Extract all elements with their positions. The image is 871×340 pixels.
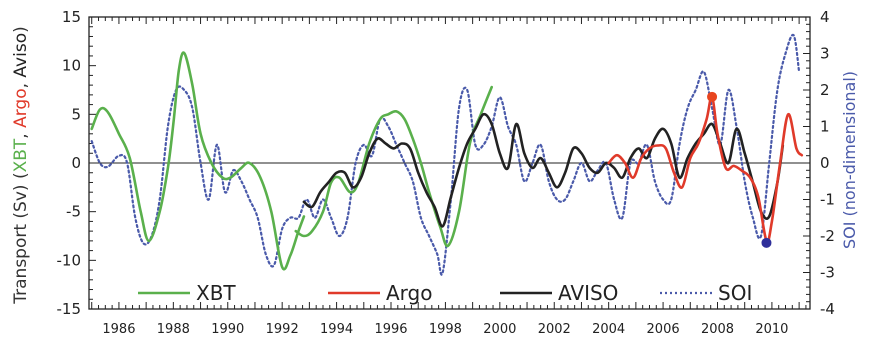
legend-label-xbt: XBT — [196, 281, 236, 305]
series-line-soi — [90, 33, 801, 276]
series-line-argo — [607, 95, 804, 244]
y-left-label-part: , — [11, 78, 31, 89]
marker-layer — [707, 91, 772, 248]
x-tick-label: 2000 — [483, 322, 516, 337]
x-tick-label: 2002 — [538, 322, 571, 337]
y-right-tick-label: 2 — [820, 81, 830, 99]
x-tick-label: 2008 — [701, 322, 734, 337]
x-tick-label: 1992 — [266, 322, 299, 337]
axes: 1986 1988 1990 1992 1994 1996 1998 2000 2002 2004… — [57, 8, 835, 337]
legend-label-aviso: AVISO — [558, 281, 618, 305]
x-tick-label: 1990 — [211, 322, 244, 337]
y-left-tick-label: -5 — [66, 203, 81, 221]
x-tick-label: 1988 — [157, 322, 190, 337]
x-tick-label: 2004 — [592, 322, 625, 337]
series-line-xbt — [294, 85, 493, 248]
y-right-tick-label: -2 — [820, 227, 835, 245]
y-right-tick-label: 3 — [820, 45, 830, 63]
axis-labels: Transport (Sv) (XBT, Argo, Aviso)SOI (no… — [11, 26, 859, 305]
x-tick-label: 1994 — [320, 322, 353, 337]
y-left-tick-label: 0 — [71, 154, 81, 172]
data-marker — [707, 91, 718, 102]
y-left-label-part: Aviso — [11, 33, 31, 78]
x-tick-label: 1986 — [102, 322, 135, 337]
y-left-tick-label: -15 — [57, 300, 82, 318]
legend-label-argo: Argo — [386, 281, 432, 305]
y-left-label-suffix: ) — [11, 26, 31, 33]
series-line-xbt — [90, 51, 306, 271]
y-left-tick-label: 10 — [62, 57, 81, 75]
legend-label-soi: SOI — [718, 281, 752, 305]
y-right-tick-label: 4 — [820, 8, 830, 26]
x-tick-label: 2006 — [647, 322, 680, 337]
x-tick-label: 1998 — [429, 322, 462, 337]
x-tick-label: 2010 — [755, 322, 788, 337]
y-right-tick-label: 1 — [820, 118, 830, 136]
data-marker — [761, 237, 772, 248]
y-left-tick-label: 15 — [62, 8, 81, 26]
y-left-tick-label: 5 — [71, 105, 81, 123]
y-right-tick-label: 0 — [820, 154, 830, 172]
y-left-label-part: XBT — [11, 138, 31, 172]
y-left-label-part: , — [11, 128, 31, 139]
y-left-tick-label: -10 — [57, 251, 82, 269]
y-left-label: Transport (Sv) (XBT, Argo, Aviso) — [11, 26, 31, 305]
x-tick-label: 1996 — [374, 322, 407, 337]
y-right-tick-label: -4 — [820, 300, 835, 318]
y-right-tick-label: -3 — [820, 264, 835, 282]
y-right-label: SOI (non-dimensional) — [840, 71, 859, 249]
series-line-aviso — [302, 112, 785, 228]
legend: XBT Argo AVISO SOI — [138, 281, 752, 305]
series-layer — [90, 33, 804, 276]
y-right-tick-label: -1 — [820, 191, 835, 209]
y-left-label-part: Argo — [11, 88, 31, 128]
y-left-label-prefix: Transport (Sv) ( — [11, 172, 31, 304]
